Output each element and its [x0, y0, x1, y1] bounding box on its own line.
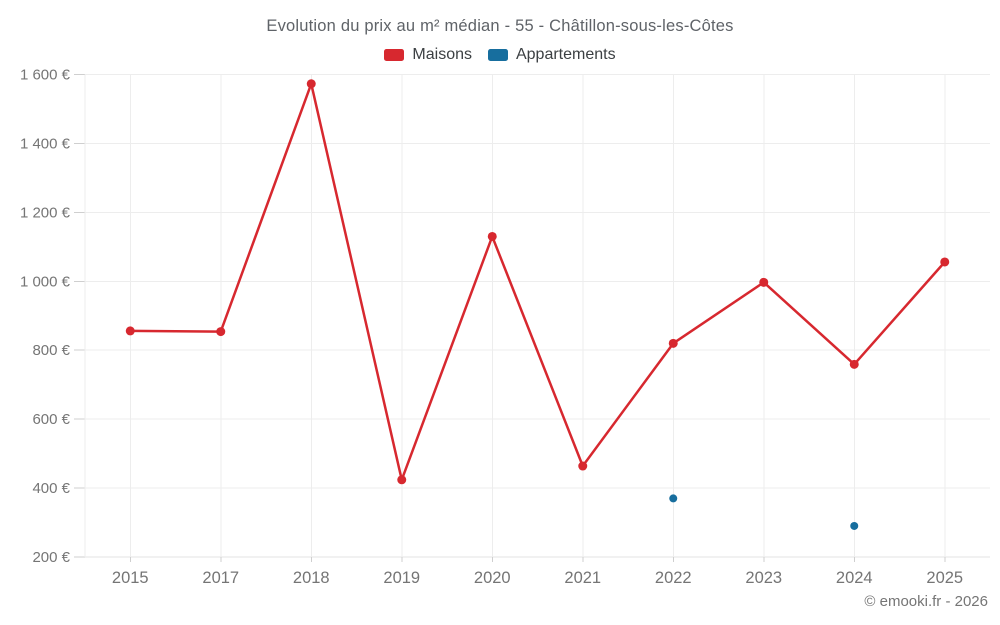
series-appartements — [669, 494, 859, 530]
maisons-series-swatch-icon — [384, 49, 405, 61]
data-point-maisons-2025[interactable] — [940, 257, 950, 267]
x-axis-tick-label: 2024 — [836, 569, 873, 587]
data-point-maisons-2024[interactable] — [849, 359, 859, 369]
appartements-series-swatch-icon — [487, 49, 508, 61]
data-point-maisons-2019[interactable] — [397, 475, 407, 485]
x-axis-tick-label: 2022 — [655, 569, 692, 587]
data-point-maisons-2023[interactable] — [759, 277, 769, 287]
chart-title: Evolution du prix au m² médian - 55 - Ch… — [266, 17, 734, 35]
y-axis-tick-label: 1 000 € — [20, 273, 71, 290]
y-axis-tick-label: 600 € — [32, 411, 70, 428]
x-axis-tick-label: 2019 — [383, 569, 420, 587]
data-point-maisons-2018[interactable] — [306, 79, 316, 89]
legend-label-appartements: Appartements — [515, 46, 616, 63]
axis-labels: 200 € 400 € 600 € 800 € 1 000 € 1 200 € 1 400 … — [20, 67, 963, 588]
data-point-maisons-2020[interactable] — [487, 231, 497, 241]
x-axis-tick-label: 2025 — [926, 569, 963, 587]
y-axis-tick-label: 1 200 € — [20, 204, 71, 221]
legend-item-maisons[interactable]: Maisons — [384, 46, 472, 64]
x-axis-tick-label: 2021 — [564, 569, 601, 587]
y-axis-tick-label: 1 400 € — [20, 135, 71, 152]
x-axis-tick-label: 2018 — [293, 569, 330, 587]
x-axis-tick-label: 2017 — [202, 569, 239, 587]
data-point-maisons-2021[interactable] — [578, 461, 588, 471]
chart-legend: Maisons Appartements — [0, 46, 1000, 64]
x-axis-tick-label: 2020 — [474, 569, 511, 587]
data-point-maisons-2017[interactable] — [216, 327, 226, 337]
gridlines — [74, 74, 990, 562]
y-axis-tick-label: 800 € — [32, 342, 70, 359]
footer-credit: © emooki.fr - 2026 — [864, 593, 988, 610]
data-point-maisons-2022[interactable] — [668, 338, 678, 348]
x-axis-tick-label: 2023 — [745, 569, 782, 587]
series-maisons — [125, 79, 950, 485]
y-axis-tick-label: 400 € — [32, 480, 70, 497]
data-point-appartements-2024[interactable] — [850, 521, 859, 530]
legend-item-appartements[interactable]: Appartements — [487, 46, 616, 64]
data-point-appartements-2022[interactable] — [669, 494, 678, 503]
y-axis-tick-label: 200 € — [32, 549, 70, 566]
x-axis-tick-label: 2015 — [112, 569, 149, 587]
legend-label-maisons: Maisons — [412, 46, 472, 63]
data-point-maisons-2015[interactable] — [125, 326, 135, 336]
y-axis-tick-label: 1 600 € — [20, 67, 71, 84]
